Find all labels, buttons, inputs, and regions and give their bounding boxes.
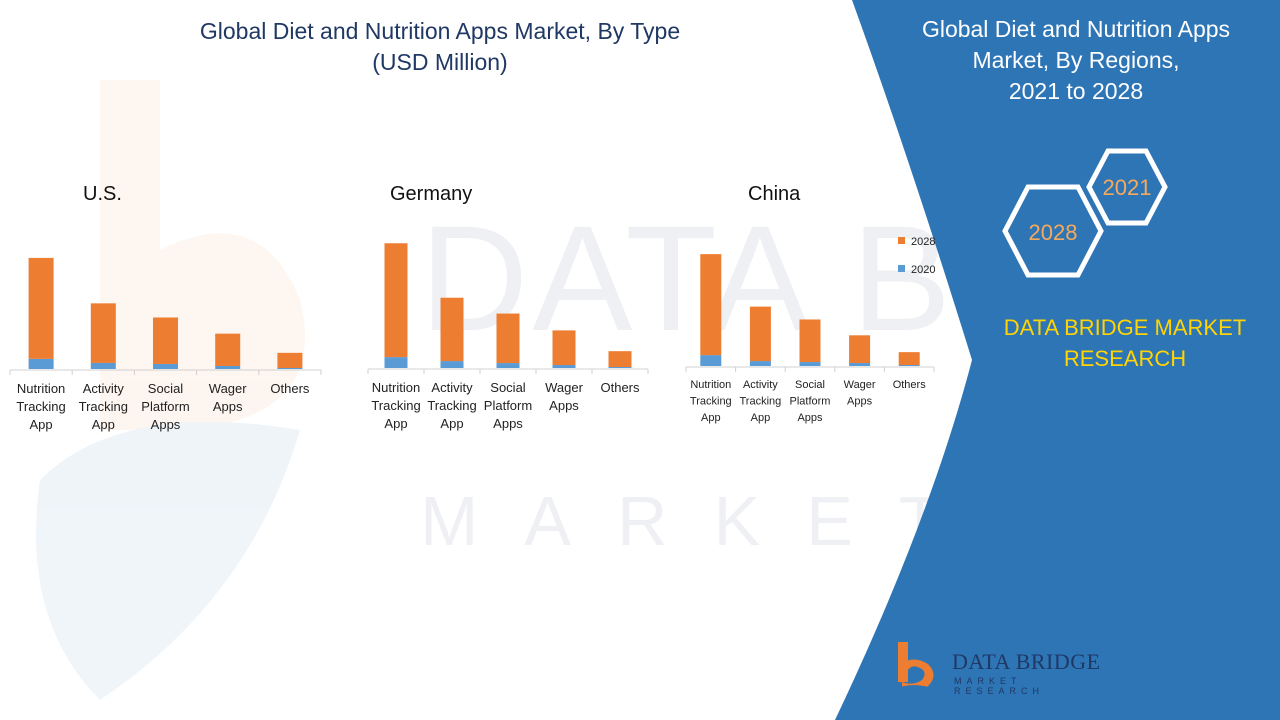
category-label-china-2: Apps xyxy=(797,412,823,424)
category-label-china-0: Tracking xyxy=(690,396,732,408)
category-label-germany-2: Apps xyxy=(493,416,523,431)
category-label-us-2: Social xyxy=(148,381,184,396)
bar-2028-us-0 xyxy=(28,257,54,359)
bar-2020-germany-3 xyxy=(552,365,576,368)
category-label-us-1: Activity xyxy=(83,381,125,396)
hexagon-2028-label: 2028 xyxy=(1029,220,1078,245)
bar-2020-china-1 xyxy=(749,361,771,366)
category-label-us-3: Wager xyxy=(209,381,247,396)
category-label-china-0: Nutrition xyxy=(690,379,731,391)
bar-2028-us-4 xyxy=(277,352,303,368)
category-label-us-3: Apps xyxy=(213,399,243,414)
brand-line-1: DATA BRIDGE MARKET xyxy=(1003,315,1247,340)
category-label-germany-1: Activity xyxy=(431,380,473,395)
logo-mark-icon xyxy=(886,642,934,702)
chart-title-china: China xyxy=(748,183,801,205)
bar-2028-china-4 xyxy=(898,352,920,366)
category-label-germany-1: Tracking xyxy=(427,398,476,413)
bar-2020-us-2 xyxy=(153,363,178,369)
bar-2028-us-2 xyxy=(153,317,178,364)
bar-2028-china-3 xyxy=(849,335,871,364)
logo-tagline: MARKET RESEARCH xyxy=(954,676,1045,696)
bar-2028-germany-1 xyxy=(440,297,464,362)
category-label-china-4: Others xyxy=(893,379,927,391)
category-label-china-2: Social xyxy=(795,379,825,391)
bar-2028-china-0 xyxy=(700,254,722,356)
page-title: Global Diet and Nutrition Apps Market, B… xyxy=(140,16,740,78)
legend-label-2020: 2020 xyxy=(911,264,935,276)
category-label-us-4: Others xyxy=(270,381,310,396)
bar-2020-china-4 xyxy=(898,365,920,366)
legend-swatch-2028 xyxy=(898,237,905,244)
category-label-us-0: Tracking xyxy=(16,399,65,414)
bar-2028-germany-0 xyxy=(384,243,408,358)
region-title-line-2: Market, By Regions, xyxy=(972,47,1180,73)
category-label-china-1: App xyxy=(751,412,771,424)
bar-2020-us-0 xyxy=(28,358,54,369)
bar-2020-china-0 xyxy=(700,355,722,366)
category-label-us-2: Platform xyxy=(141,399,189,414)
bar-2020-germany-4 xyxy=(608,367,632,368)
bar-2020-china-2 xyxy=(799,362,821,366)
region-panel-title: Global Diet and Nutrition Apps Market, B… xyxy=(890,14,1262,107)
bar-2028-china-2 xyxy=(799,319,821,363)
category-label-germany-1: App xyxy=(440,416,463,431)
category-label-germany-0: Tracking xyxy=(371,398,420,413)
bar-2028-china-1 xyxy=(749,306,771,362)
bar-2020-us-1 xyxy=(90,362,116,369)
company-logo: DATA BRIDGE MARKET RESEARCH xyxy=(882,636,1102,706)
bar-2028-germany-3 xyxy=(552,330,576,366)
page-title-line-2: (USD Million) xyxy=(372,49,508,75)
category-label-germany-2: Social xyxy=(490,380,526,395)
category-label-us-2: Apps xyxy=(151,417,181,432)
bar-2020-germany-0 xyxy=(384,357,408,368)
category-label-us-0: App xyxy=(30,417,53,432)
brand-name: DATA BRIDGE MARKET RESEARCH xyxy=(980,312,1270,374)
bar-2020-china-3 xyxy=(849,363,871,366)
category-label-us-0: Nutrition xyxy=(17,381,65,396)
category-label-germany-3: Apps xyxy=(549,398,579,413)
category-label-germany-0: Nutrition xyxy=(372,380,420,395)
category-label-china-3: Wager xyxy=(844,379,876,391)
category-label-germany-4: Others xyxy=(600,380,640,395)
chart-title-germany: Germany xyxy=(390,183,473,205)
category-label-us-1: Tracking xyxy=(79,399,128,414)
bar-2028-us-1 xyxy=(90,303,116,363)
legend-swatch-2020 xyxy=(898,265,905,272)
category-label-us-1: App xyxy=(92,417,115,432)
bar-2020-germany-2 xyxy=(496,363,520,368)
bar-2020-us-4 xyxy=(277,367,303,369)
category-label-china-3: Apps xyxy=(847,396,873,408)
category-label-china-0: App xyxy=(701,412,721,424)
category-label-china-2: Platform xyxy=(790,396,831,408)
region-title-line-3: 2021 to 2028 xyxy=(1008,78,1144,104)
category-label-china-1: Activity xyxy=(743,379,778,391)
bar-2028-germany-4 xyxy=(608,351,632,368)
legend-label-2028: 2028 xyxy=(911,236,935,248)
logo-name: DATA BRIDGE xyxy=(952,649,1101,674)
category-label-germany-3: Wager xyxy=(545,380,583,395)
hexagon-2021-label: 2021 xyxy=(1103,175,1152,200)
year-hexagons: 2021 2028 xyxy=(1002,148,1168,278)
category-label-china-1: Tracking xyxy=(740,396,782,408)
page-title-line-1: Global Diet and Nutrition Apps Market, B… xyxy=(199,18,681,44)
bar-2020-us-3 xyxy=(215,365,241,369)
region-title-line-1: Global Diet and Nutrition Apps xyxy=(921,16,1231,42)
chart-title-us: U.S. xyxy=(83,183,122,205)
category-label-germany-2: Platform xyxy=(484,398,532,413)
bar-2028-us-3 xyxy=(215,333,241,366)
bar-2028-germany-2 xyxy=(496,313,520,364)
bar-2020-germany-1 xyxy=(440,361,464,368)
brand-line-2: RESEARCH xyxy=(1063,346,1187,371)
category-label-germany-0: App xyxy=(384,416,407,431)
